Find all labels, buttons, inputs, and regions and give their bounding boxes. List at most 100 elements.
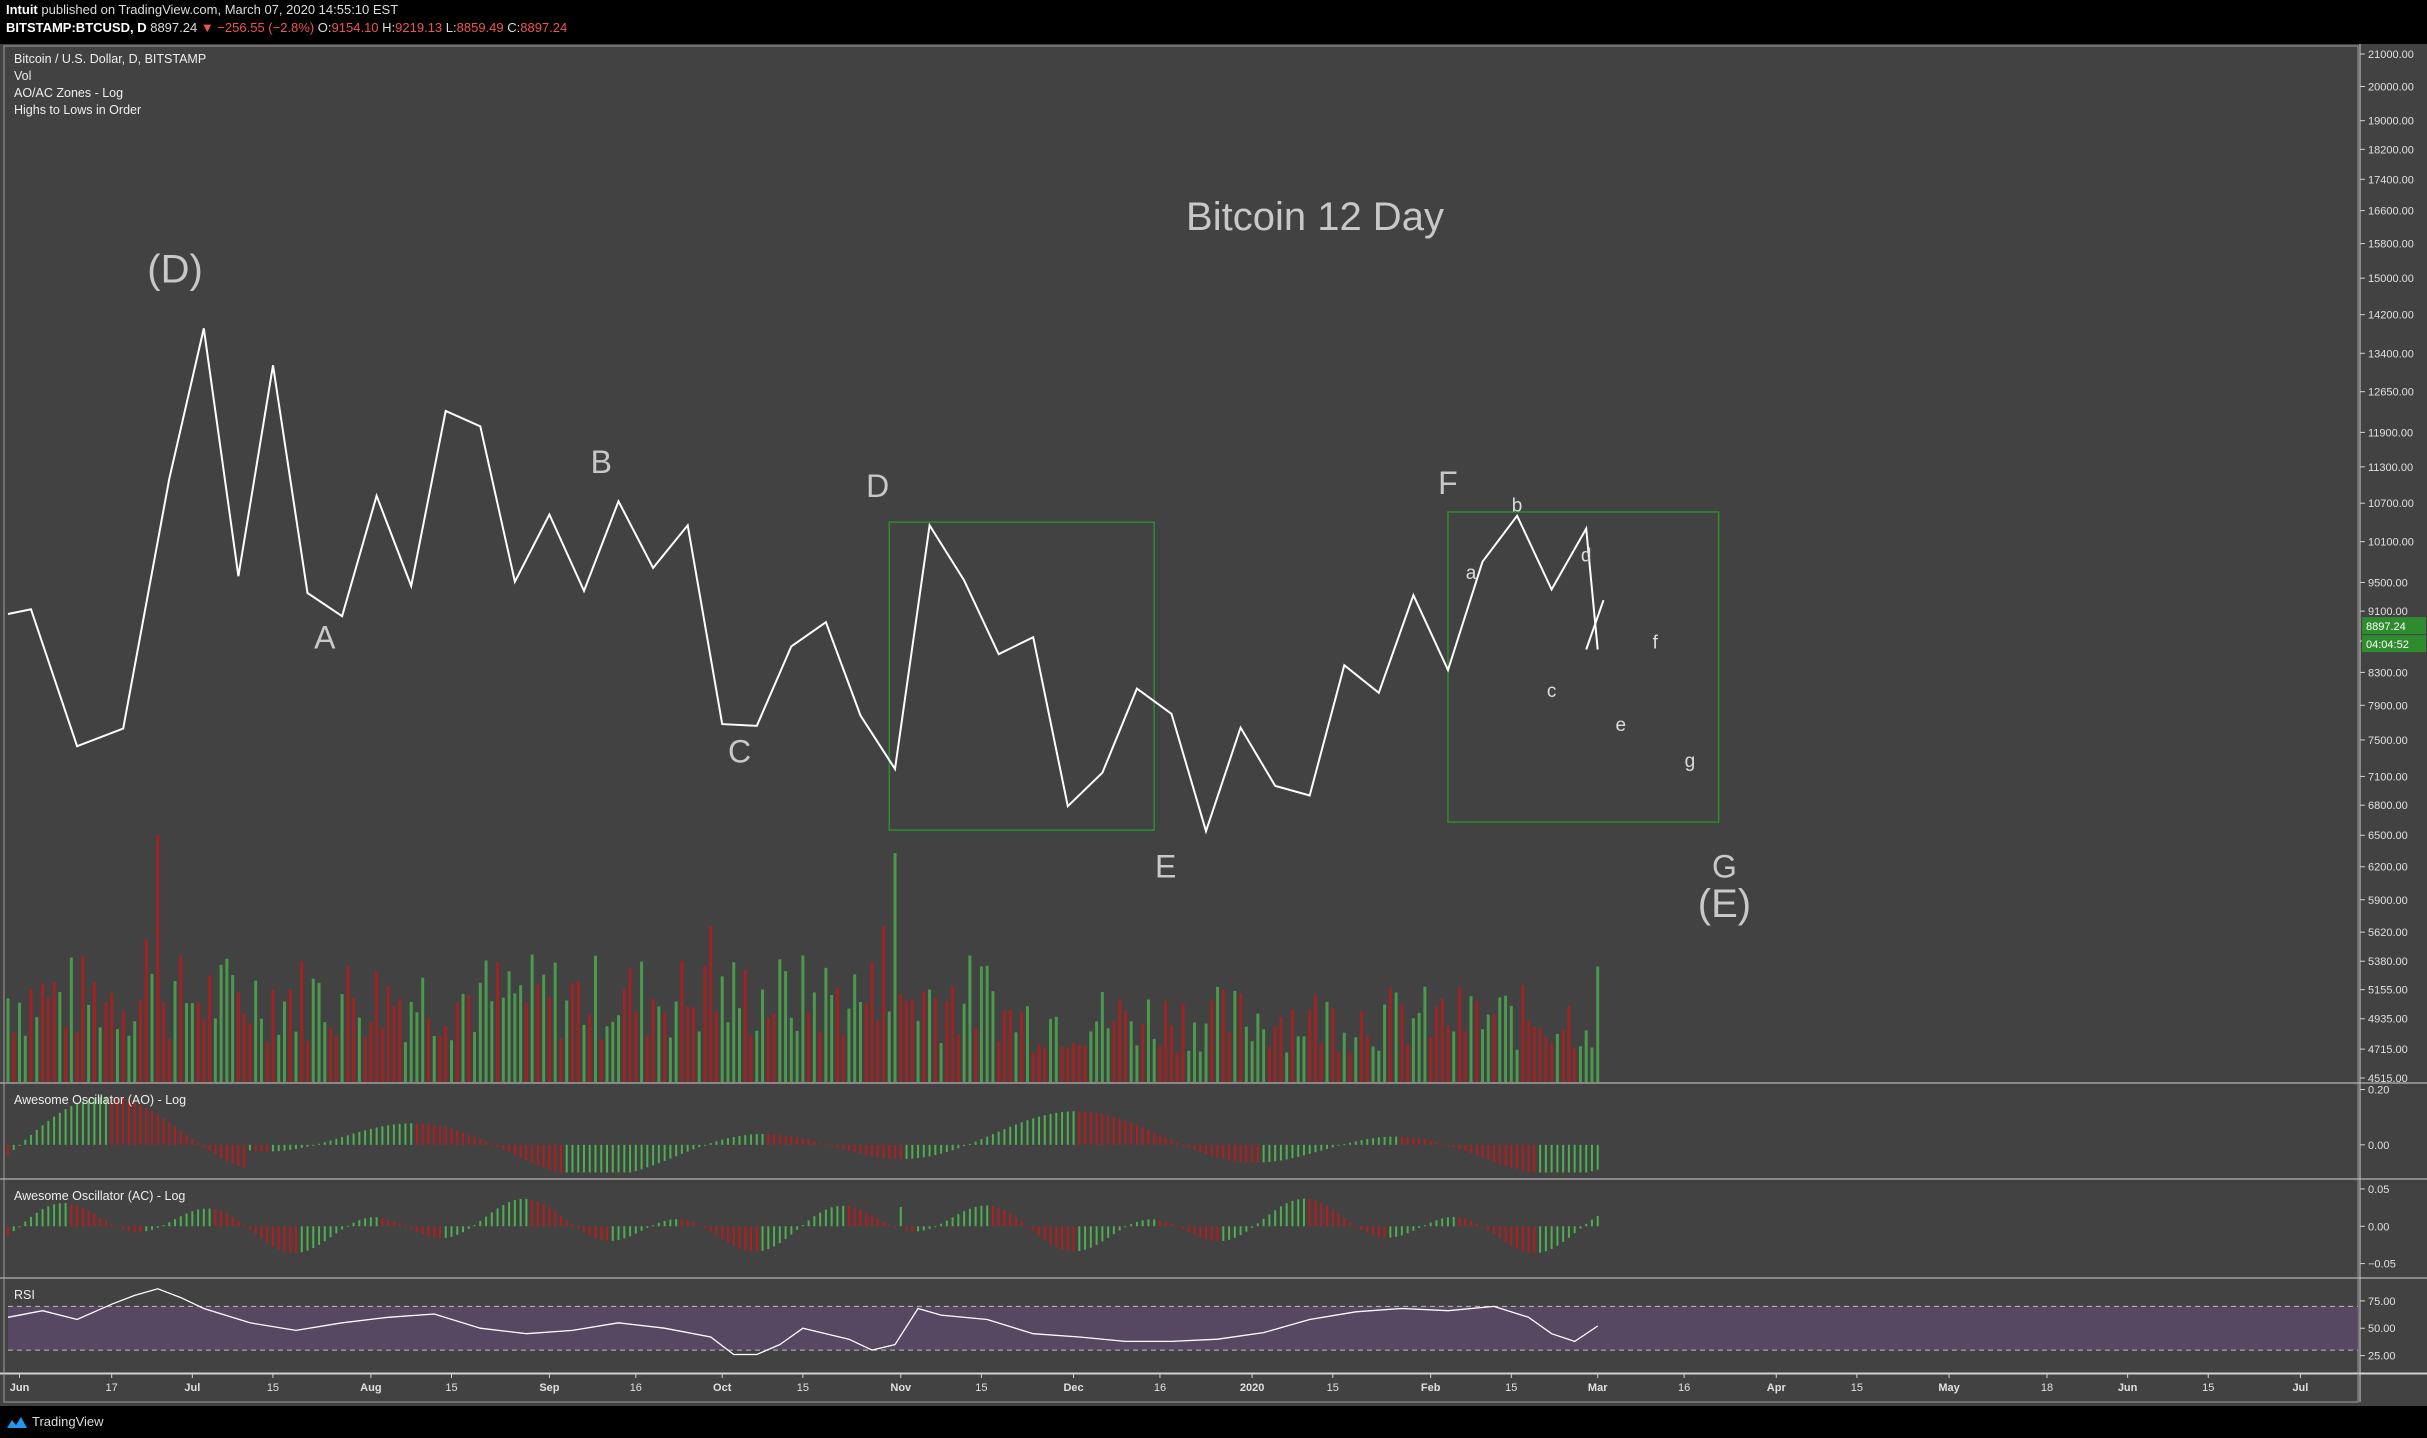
volume-bar <box>709 926 713 1082</box>
rsi-panel-label[interactable]: RSI <box>14 1288 35 1302</box>
ac-panel-label[interactable]: Awesome Oscillator (AC) - Log <box>14 1189 186 1203</box>
ac-bar <box>58 1203 61 1227</box>
x-tick-label: 16 <box>630 1382 642 1394</box>
price-line-current-leg <box>1585 599 1605 650</box>
ac-bar <box>1141 1220 1144 1227</box>
volume-bar <box>1187 1050 1191 1082</box>
ao-bar <box>168 1122 171 1145</box>
publisher-name[interactable]: Intuit <box>6 2 38 17</box>
volume-bar <box>743 969 747 1082</box>
ac-bar <box>1055 1226 1058 1248</box>
volume-bar <box>1014 1032 1018 1082</box>
ac-bar <box>1107 1226 1110 1238</box>
volume-bar <box>547 997 551 1082</box>
legend-item-highs-lows[interactable]: Highs to Lows in Order <box>14 103 142 117</box>
ac-bar <box>53 1204 56 1227</box>
volume-bar <box>496 962 500 1082</box>
ao-bar <box>1124 1120 1127 1145</box>
volume-bar <box>524 1002 528 1082</box>
x-tick-label: 15 <box>2202 1382 2214 1394</box>
volume-bar <box>1411 1018 1415 1082</box>
volume-bar <box>910 999 914 1082</box>
ac-bar <box>1331 1209 1334 1227</box>
y-tick-label: 7500.00 <box>2368 735 2408 747</box>
ao-panel-label[interactable]: Awesome Oscillator (AO) - Log <box>14 1093 187 1107</box>
ao-bar <box>329 1140 332 1145</box>
ac-bar <box>1193 1226 1196 1235</box>
ao-bar <box>1014 1124 1017 1145</box>
ac-bar <box>657 1222 660 1227</box>
ao-bar <box>197 1143 200 1145</box>
ac-bar <box>225 1213 228 1227</box>
ac-bar <box>680 1219 683 1227</box>
ac-bar <box>1072 1226 1075 1252</box>
ac-bar <box>438 1226 441 1239</box>
ao-bar <box>1279 1144 1282 1161</box>
x-tick-label: 15 <box>1327 1382 1339 1394</box>
volume-bar <box>121 1010 125 1082</box>
volume-bar <box>1066 1047 1070 1082</box>
ao-bar <box>1118 1118 1121 1145</box>
ao-bar <box>1590 1144 1593 1172</box>
ao-bar <box>1585 1144 1588 1173</box>
volume-bar <box>968 955 972 1082</box>
ao-bar <box>968 1143 971 1145</box>
x-tick-label: Aug <box>360 1382 381 1394</box>
ao-bar <box>750 1134 753 1145</box>
legend-item-vol[interactable]: Vol <box>14 69 32 83</box>
ao-bar <box>462 1132 465 1145</box>
ac-bar <box>1233 1226 1236 1238</box>
ac-bar <box>1182 1226 1184 1230</box>
ao-bar <box>1084 1111 1087 1145</box>
ac-bar <box>611 1226 614 1241</box>
ao-bar <box>525 1144 528 1161</box>
ac-bar <box>945 1220 948 1227</box>
volume-bar <box>467 994 471 1082</box>
volume-bar <box>334 1035 338 1082</box>
legend-title[interactable]: Bitcoin / U.S. Dollar, D, BITSTAMP <box>14 52 207 66</box>
ac-bar <box>1412 1226 1415 1231</box>
ao-bar <box>1262 1144 1265 1163</box>
volume-bar <box>951 986 955 1082</box>
ao-bar <box>606 1144 609 1173</box>
ac-bar <box>1176 1226 1179 1228</box>
ao-bar <box>87 1099 90 1145</box>
y-tick-label: 17400.00 <box>2368 174 2414 186</box>
ac-bar <box>1360 1226 1363 1230</box>
ao-bar <box>1089 1112 1092 1145</box>
volume-bar <box>12 1032 16 1082</box>
volume-bar <box>1164 1001 1168 1082</box>
volume-bar <box>386 986 390 1082</box>
volume-bar <box>1285 1052 1289 1082</box>
ao-bar <box>1521 1144 1524 1172</box>
ac-bar <box>974 1206 977 1227</box>
volume-bar <box>737 1008 741 1082</box>
ac-bar <box>450 1226 453 1237</box>
ac-bar <box>1320 1202 1323 1227</box>
volume-bar <box>1388 987 1392 1082</box>
ao-bar <box>1228 1144 1231 1161</box>
ac-bar <box>1590 1219 1593 1227</box>
open-value: 9154.10 <box>331 20 379 35</box>
footer-brand[interactable]: TradingView <box>32 1414 104 1429</box>
volume-bar <box>1302 1036 1306 1082</box>
x-tick-label: Jun <box>2118 1382 2138 1394</box>
ac-tick-label: 0.05 <box>2368 1184 2389 1196</box>
ac-bar <box>496 1208 499 1227</box>
ac-bar <box>536 1201 539 1227</box>
ao-bar <box>554 1144 557 1172</box>
volume-bar <box>87 1004 91 1082</box>
ao-bar <box>318 1143 321 1145</box>
ac-bar <box>375 1217 378 1227</box>
ac-bar <box>934 1226 937 1228</box>
volume-bar <box>1596 966 1600 1082</box>
ao-bar <box>1550 1144 1553 1173</box>
ao-bar <box>790 1136 793 1145</box>
legend-item-aoac[interactable]: AO/AC Zones - Log <box>14 86 124 100</box>
volume-bar <box>640 961 644 1082</box>
ao-bar <box>283 1144 286 1151</box>
volume-bar <box>1406 1043 1410 1082</box>
volume-bar <box>133 1021 137 1082</box>
y-tick-label: 10100.00 <box>2368 537 2414 549</box>
